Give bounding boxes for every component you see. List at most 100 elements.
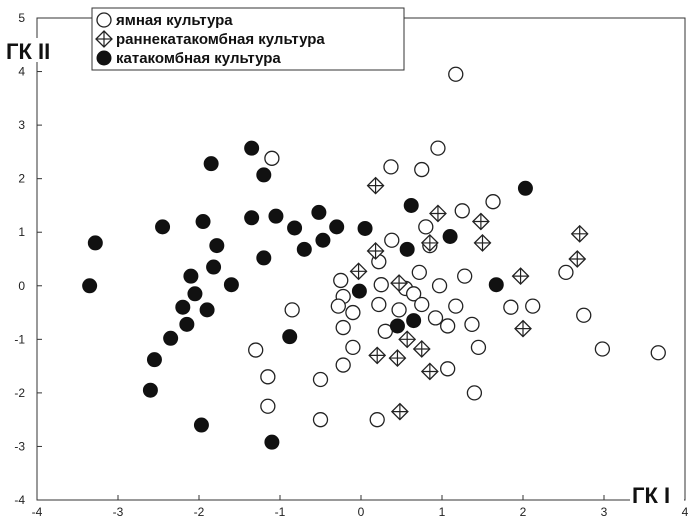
yamnaya-point — [260, 369, 276, 385]
catacomb-point — [175, 299, 191, 315]
y-tick-label: 3 — [18, 118, 25, 132]
early-catacomb-point — [420, 362, 439, 381]
legend-box — [91, 7, 405, 71]
x-tick-label: -4 — [32, 505, 43, 519]
legend-item-yamnaya-label: ямная культура — [116, 12, 233, 29]
y-tick-label: 1 — [18, 225, 25, 239]
yamnaya-point — [418, 219, 434, 235]
legend-item-catacomb-label: катакомбная культура — [116, 50, 281, 67]
catacomb-point — [311, 204, 327, 220]
early-catacomb-point — [429, 204, 447, 223]
x-tick-label: 0 — [358, 505, 365, 519]
early-catacomb-point — [514, 319, 532, 338]
catacomb-point — [406, 313, 422, 329]
early-catacomb-point — [412, 340, 431, 358]
catacomb-point — [206, 259, 222, 275]
yamnaya-point — [464, 316, 480, 332]
early-catacomb-point — [368, 346, 387, 365]
yamnaya-point — [457, 268, 473, 284]
legend-item-catacomb-marker — [96, 50, 112, 66]
catacomb-point — [389, 318, 405, 334]
catacomb-point — [296, 241, 312, 257]
catacomb-point — [87, 235, 103, 251]
early-catacomb-point — [366, 242, 385, 260]
y-tick-label: -4 — [14, 493, 25, 507]
y-tick-label: 4 — [18, 65, 25, 79]
early-catacomb-point — [366, 176, 385, 195]
early-catacomb-point — [511, 267, 530, 286]
yamnaya-point — [391, 302, 407, 318]
yamnaya-point — [431, 278, 448, 294]
catacomb-point — [183, 268, 199, 284]
y-tick-label: 2 — [18, 172, 25, 186]
catacomb-point — [195, 214, 211, 230]
x-title-background — [630, 482, 684, 508]
catacomb-point — [244, 210, 260, 226]
x-tick-label: -1 — [275, 505, 286, 519]
yamnaya-point — [440, 318, 456, 334]
yamnaya-point — [345, 304, 361, 321]
early-catacomb-point — [471, 212, 490, 231]
catacomb-point — [82, 278, 98, 294]
catacomb-point — [187, 286, 203, 302]
catacomb-point — [223, 277, 239, 293]
catacomb-point — [287, 220, 303, 236]
x-tick-label: -2 — [194, 505, 205, 519]
yamnaya-point — [284, 302, 300, 318]
yamnaya-point — [335, 319, 351, 336]
y-tick-label: -3 — [14, 439, 25, 453]
catacomb-point — [517, 180, 533, 196]
yamnaya-point — [411, 264, 427, 281]
y-title-background — [2, 38, 68, 62]
yamnaya-point — [371, 296, 387, 313]
x-axis-title: ГК I — [632, 483, 670, 508]
yamnaya-point — [384, 232, 400, 248]
x-tick-label: -3 — [113, 505, 124, 519]
yamnaya-point — [264, 150, 280, 166]
y-tick-label: 5 — [18, 11, 25, 25]
catacomb-point — [163, 330, 179, 346]
yamnaya-point — [576, 307, 592, 323]
yamnaya-point — [345, 339, 361, 356]
y-tick-label: 0 — [18, 279, 25, 293]
catacomb-point — [442, 229, 458, 245]
catacomb-point — [244, 140, 260, 156]
yamnaya-point — [448, 298, 464, 314]
early-catacomb-point — [398, 330, 417, 349]
catacomb-point — [357, 220, 373, 236]
catacomb-point — [146, 352, 162, 368]
yamnaya-point — [650, 345, 666, 361]
data-points — [82, 66, 666, 450]
legend-item-early-catacomb-label: раннекатакомбная культура — [116, 31, 325, 48]
axis-ticks: -4 -3 -2 -1 0 1 2 3 4 -4 -3 -2 -1 0 1 2 3 4 5 — [14, 11, 688, 519]
yamnaya-point — [312, 371, 329, 388]
yamnaya-point — [594, 341, 611, 357]
early-catacomb-point — [473, 234, 492, 252]
x-tick-label: 2 — [520, 505, 527, 519]
legend: ямная культура раннекатакомбная культура к… — [95, 12, 325, 67]
catacomb-point — [282, 329, 298, 345]
x-tick-label: 1 — [439, 505, 446, 519]
yamnaya-point — [470, 339, 487, 356]
yamnaya-point — [454, 203, 470, 219]
x-tick-label: 3 — [601, 505, 608, 519]
yamnaya-point — [260, 398, 276, 414]
catacomb-point — [399, 241, 415, 257]
catacomb-point — [142, 382, 158, 398]
yamnaya-point — [333, 272, 349, 289]
catacomb-point — [199, 302, 215, 318]
yamnaya-point — [558, 264, 574, 281]
yamnaya-point — [248, 342, 264, 358]
catacomb-point — [203, 156, 219, 172]
yamnaya-point — [448, 66, 464, 82]
y-tick-label: -2 — [14, 386, 25, 400]
catacomb-point — [488, 277, 504, 293]
catacomb-point — [315, 232, 331, 248]
yamnaya-point — [312, 412, 329, 428]
y-axis-title: ГК II — [6, 39, 50, 64]
yamnaya-point — [427, 310, 444, 326]
yamnaya-point — [405, 286, 422, 302]
x-tick-label: 4 — [682, 505, 689, 519]
yamnaya-point — [430, 140, 446, 156]
